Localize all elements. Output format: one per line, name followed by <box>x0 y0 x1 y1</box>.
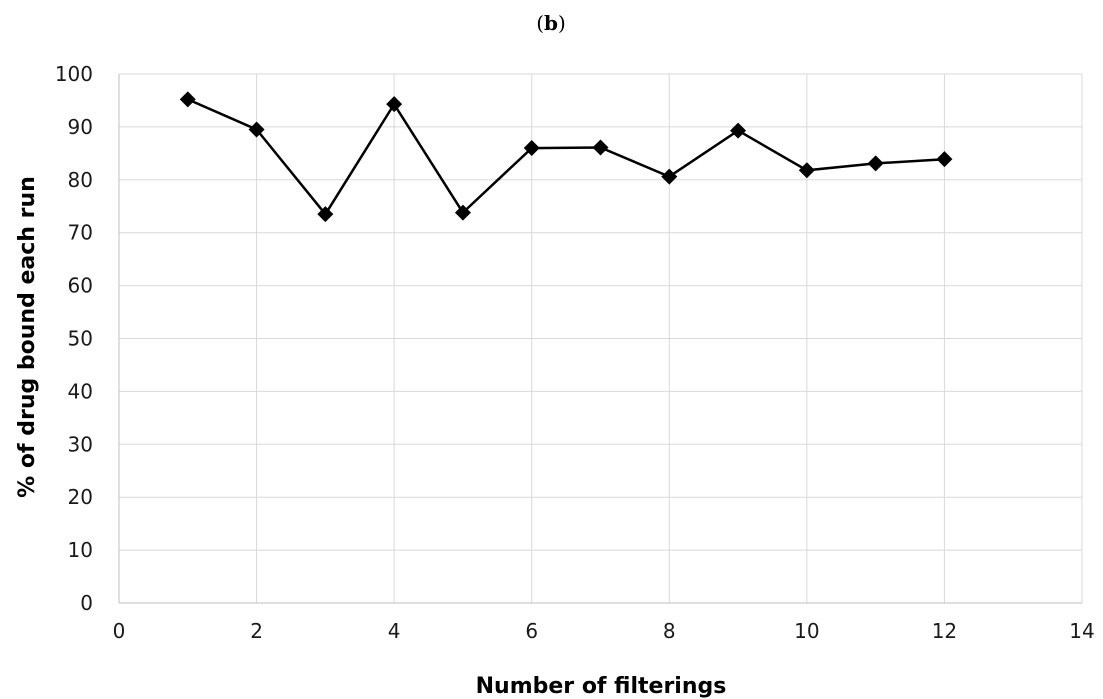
x-tick-label: 6 <box>525 619 538 643</box>
x-axis-title: Number of filterings <box>476 674 727 699</box>
y-axis-title: % of drug bound each run <box>15 176 40 498</box>
y-tick-label: 70 <box>68 221 93 245</box>
y-tick-label: 60 <box>68 274 93 298</box>
y-tick-label: 30 <box>68 432 93 456</box>
data-series <box>179 91 953 223</box>
data-point-marker <box>523 140 540 157</box>
y-tick-label: 100 <box>55 62 93 86</box>
data-point-marker <box>936 151 953 168</box>
y-tick-label: 10 <box>68 538 93 562</box>
data-point-marker <box>661 168 678 185</box>
y-tick-label: 80 <box>68 168 93 192</box>
data-point-marker <box>179 91 196 108</box>
y-tick-label: 20 <box>68 485 93 509</box>
data-point-marker <box>248 121 265 138</box>
x-tick-label: 0 <box>113 619 126 643</box>
x-tick-label: 12 <box>932 619 957 643</box>
y-tick-label: 50 <box>68 327 93 351</box>
x-tick-label: 8 <box>663 619 676 643</box>
data-point-marker <box>454 204 471 221</box>
y-tick-label: 40 <box>68 379 93 403</box>
grid <box>119 73 1083 603</box>
panel-label: (b) <box>536 11 566 35</box>
axes: 0 10 20 30 40 50 60 70 80 90 100 0 2 4 6 8 10 12 14 <box>55 62 1095 643</box>
y-tick-label: 0 <box>80 591 93 615</box>
data-point-marker <box>867 155 884 172</box>
y-tick-label: 90 <box>68 115 93 139</box>
x-tick-label: 4 <box>388 619 401 643</box>
data-point-marker <box>317 206 334 223</box>
x-tick-label: 10 <box>794 619 819 643</box>
series-line <box>187 98 945 217</box>
x-tick-label: 2 <box>250 619 263 643</box>
x-tick-label: 14 <box>1069 619 1094 643</box>
data-point-marker <box>386 96 403 113</box>
data-point-marker <box>592 139 609 156</box>
data-point-marker <box>730 122 747 139</box>
data-point-marker <box>798 162 815 179</box>
